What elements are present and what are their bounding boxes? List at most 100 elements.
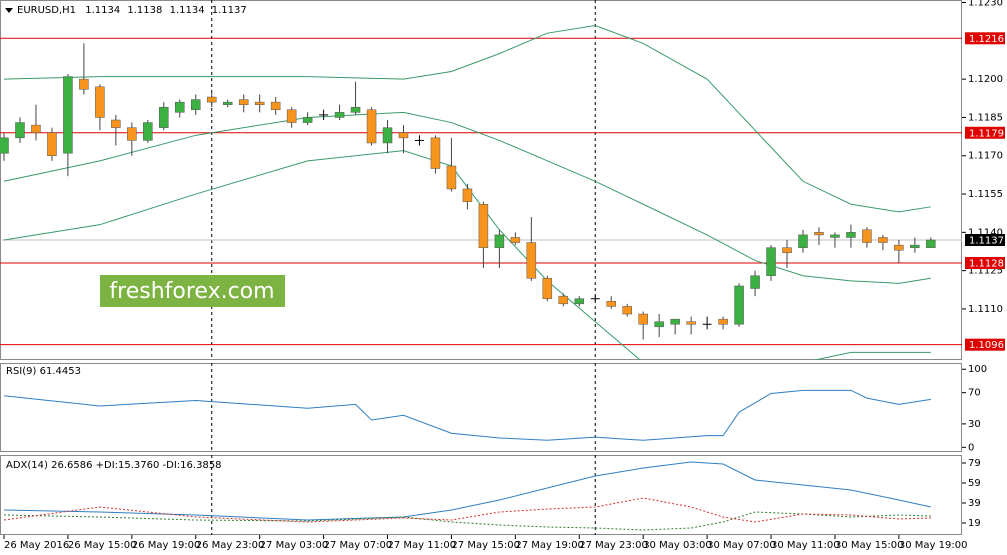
indicator-line: [3, 511, 931, 531]
candle-body: [286, 109, 297, 123]
candle-body: [0, 137, 9, 154]
bollinger-band: [3, 111, 931, 284]
candle-body: [382, 127, 393, 144]
candle-body: [350, 106, 361, 113]
candle-body: [558, 295, 569, 305]
last-high: 1.1138: [127, 5, 162, 16]
y-tick-label: 39: [968, 498, 981, 509]
adx-panel-frame: [0, 455, 962, 535]
candle-body: [143, 122, 153, 141]
x-tick-label: 26 May 15:00: [68, 540, 137, 551]
bollinger-band: [3, 25, 931, 213]
candle-body: [494, 234, 505, 248]
main-panel-frame: [0, 0, 962, 360]
symbol: EURUSD,H1: [17, 5, 76, 16]
x-tick-label: 30 May 11:00: [771, 540, 840, 551]
candle-body: [622, 306, 632, 315]
candle-body: [574, 298, 585, 305]
main-plot: freshforex.com: [0, 0, 962, 360]
level-label-box: [965, 338, 1005, 351]
level-label: 1.1216: [969, 34, 1004, 45]
candle-body: [734, 285, 744, 325]
candle-body: [366, 109, 377, 144]
candle-body: [894, 244, 904, 251]
candle-body: [238, 99, 249, 105]
level-label: 1.1179: [969, 128, 1004, 139]
candle-body: [862, 229, 872, 243]
candle-body: [63, 76, 73, 154]
rsi-panel-frame: [0, 363, 962, 452]
y-tick-label: 1.1125: [968, 266, 1003, 277]
adx-plot: [3, 455, 931, 535]
last-price-box: [965, 234, 1005, 246]
x-tick-label: 27 May 11:00: [388, 540, 457, 551]
candle-body: [270, 101, 281, 111]
candle-body: [478, 204, 489, 248]
candle-body: [302, 117, 313, 123]
y-tick-label: 59: [968, 478, 981, 489]
x-tick-label: 27 May 19:00: [515, 540, 584, 551]
x-tick-label: 27 May 07:00: [324, 540, 393, 551]
rsi-plot: [3, 363, 931, 452]
candle-body: [111, 119, 121, 128]
level-label-box: [965, 256, 1005, 269]
candle-body: [47, 132, 57, 156]
y-tick-label: 19: [968, 518, 981, 529]
candle-body: [606, 301, 616, 307]
y-tick-label: 79: [968, 458, 981, 469]
x-tick-label: 27 May 23:00: [579, 540, 648, 551]
x-tick-label: 26 May 2016: [4, 540, 69, 551]
adx-title: ADX(14) 26.6586 +DI:15.3760 -DI:16.3858: [6, 460, 222, 471]
menu-arrow[interactable]: [5, 8, 13, 13]
candle-body: [542, 278, 553, 299]
x-tick-label: 30 May 03:00: [643, 540, 712, 551]
labels: EURUSD,H1 1.1134 1.1138 1.1134 1.1137 RS…: [3, 0, 1005, 551]
indicator-line: [3, 389, 931, 441]
last-open: 1.1134: [85, 5, 120, 16]
candle-body: [95, 86, 105, 118]
indicator-line: [3, 461, 931, 521]
candle-body: [191, 99, 201, 111]
last-price-label: 1.1137: [969, 236, 1004, 247]
candle-body: [814, 232, 824, 236]
candle-body: [510, 237, 521, 243]
level-label-box: [965, 126, 1005, 139]
candle-body: [127, 127, 137, 141]
candle-body: [782, 247, 792, 254]
candle-body: [462, 188, 473, 202]
candle-body: [175, 101, 185, 113]
y-tick-label: 1.1230: [968, 0, 1003, 9]
rsi-title: RSI(9) 61.4453: [6, 366, 81, 377]
candle-body: [686, 321, 696, 325]
watermark-box: [100, 275, 285, 307]
candle-body: [718, 318, 728, 325]
x-tick-label: 30 May 15:00: [835, 540, 904, 551]
candle-body: [222, 101, 233, 105]
indicator-line: [3, 497, 931, 523]
y-tick-label: 1.1200: [968, 74, 1003, 85]
x-tick-label: 26 May 19:00: [132, 540, 201, 551]
candle-body: [638, 313, 648, 325]
y-tick-label: 1.1185: [968, 112, 1003, 123]
x-tick-label: 27 May 03:00: [260, 540, 329, 551]
x-tick-label: 26 May 23:00: [196, 540, 265, 551]
candle-body: [206, 96, 217, 103]
level-label: 1.1096: [969, 340, 1004, 351]
x-tick-label: 27 May 15:00: [451, 540, 520, 551]
candle-body: [526, 242, 537, 279]
candle-body: [31, 124, 41, 134]
y-tick-label: 1.1140: [968, 227, 1003, 238]
candle-body: [798, 234, 808, 248]
candle-body: [254, 101, 265, 105]
candle-body: [910, 244, 920, 248]
y-tick-label: 1.1170: [968, 151, 1003, 162]
candle-body: [398, 132, 409, 139]
candle-body: [159, 106, 169, 128]
y-tick-label: 1.1155: [968, 189, 1003, 200]
x-tick-label: 30 May 19:00: [899, 540, 968, 551]
candle-body: [830, 234, 840, 238]
y-tick-label: 30: [968, 419, 981, 430]
candle-body: [750, 275, 760, 289]
y-tick-label: 0: [968, 442, 974, 453]
candle-body: [654, 321, 664, 328]
